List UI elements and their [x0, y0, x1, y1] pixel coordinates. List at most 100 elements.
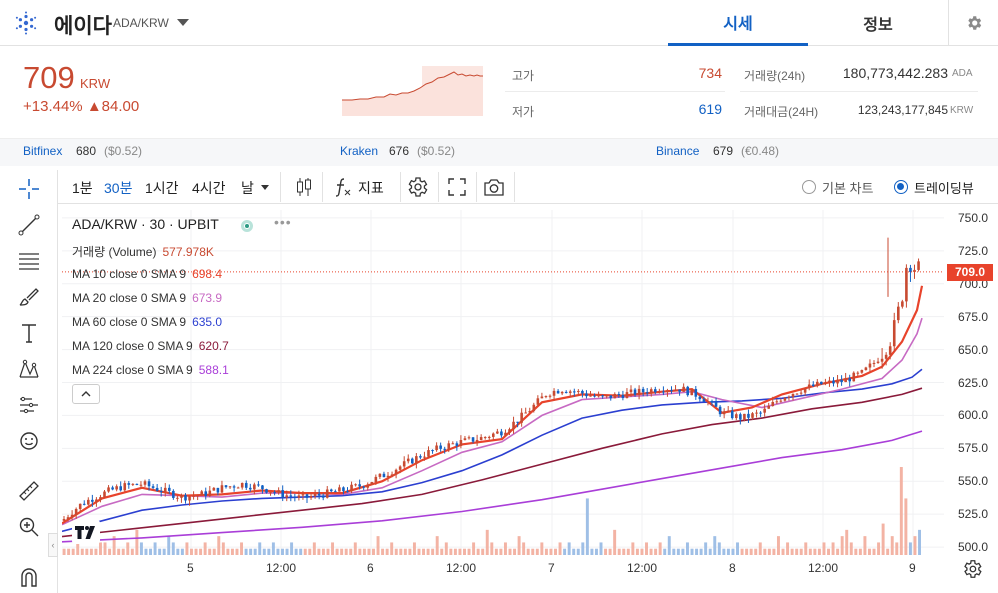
basic-chart-radio[interactable] — [802, 180, 816, 194]
volume-bar — [813, 548, 817, 555]
tradingview-label[interactable]: 트레이딩뷰 — [914, 181, 974, 196]
ma224-legend[interactable]: MA 224 close 0 SMA 9 588.1 — [72, 363, 229, 377]
chart-title: ADA/KRW · 30 · UPBIT — [72, 216, 219, 232]
candle-body — [338, 487, 341, 492]
volume-bar — [908, 542, 912, 555]
candlestick-chart[interactable] — [62, 210, 944, 555]
candle-body — [261, 485, 264, 490]
interval-1h[interactable]: 1시간 — [145, 180, 179, 196]
brush-tool[interactable] — [14, 282, 44, 312]
magnet-tool[interactable] — [14, 562, 44, 592]
candle-body — [184, 495, 187, 501]
candle-body — [662, 391, 665, 393]
candle-body — [836, 379, 839, 384]
candle-body — [722, 411, 726, 415]
candle-body — [917, 261, 920, 270]
candle-body — [309, 496, 313, 498]
legend-collapse-button[interactable] — [72, 384, 100, 404]
interval-day[interactable]: 날 — [241, 180, 254, 196]
volume-bar — [786, 542, 790, 555]
volume-bar — [403, 548, 407, 555]
candle-body — [605, 395, 608, 397]
fullscreen-icon[interactable] — [445, 175, 469, 199]
candle-body — [641, 388, 645, 393]
volume-bar — [840, 536, 844, 555]
smiley-icon — [20, 432, 38, 450]
interval-4h[interactable]: 4시간 — [192, 180, 226, 196]
candle-body — [313, 493, 317, 497]
chevron-down-icon[interactable] — [177, 19, 189, 26]
axis-settings-gear-icon[interactable] — [961, 558, 983, 580]
candle-body — [386, 475, 390, 478]
candle-body — [706, 401, 710, 403]
chart-settings-gear-icon[interactable] — [405, 175, 429, 199]
volume-bar — [863, 536, 867, 555]
volume-bar — [217, 536, 221, 555]
more-options-button[interactable]: ••• — [274, 214, 292, 230]
volume-bar — [667, 536, 671, 555]
candle-body — [755, 412, 758, 414]
measure-tool[interactable] — [14, 476, 44, 506]
candle-body — [860, 370, 864, 373]
indicators-button[interactable]: 지표 — [358, 180, 384, 196]
volume-bar — [672, 548, 676, 555]
toolbar-collapse-button[interactable]: ‹ — [48, 533, 58, 557]
settings-button[interactable] — [948, 0, 998, 46]
candle-body — [540, 396, 544, 399]
candle-body — [698, 396, 702, 400]
candle-body — [249, 487, 252, 490]
tradingview-radio[interactable] — [894, 180, 908, 194]
volume-bar — [522, 542, 526, 555]
pattern-tool[interactable] — [14, 354, 44, 384]
candle-body — [382, 473, 386, 478]
exchange-name[interactable]: Binance — [656, 144, 700, 158]
coin-name[interactable]: 에이다 — [54, 15, 112, 38]
volume-bar — [904, 498, 908, 555]
icon-tool[interactable] — [14, 426, 44, 456]
candle-body — [321, 495, 325, 498]
candle-body — [581, 390, 584, 394]
candle-body — [678, 389, 681, 392]
divider — [514, 172, 515, 202]
crosshair-tool[interactable] — [14, 174, 44, 204]
volume-bar — [781, 548, 785, 555]
volume-bar — [240, 542, 244, 555]
candle-body — [358, 484, 361, 487]
coin-pair[interactable]: ADA/KRW — [113, 16, 169, 30]
ma10-legend[interactable]: MA 10 close 0 SMA 9 698.4 — [72, 267, 222, 281]
chevron-down-icon[interactable] — [261, 185, 269, 190]
trendline-tool[interactable] — [14, 210, 44, 240]
interval-30m[interactable]: 30분 — [104, 180, 133, 196]
ma60-legend[interactable]: MA 60 close 0 SMA 9 635.0 — [72, 315, 222, 329]
tab-ticker[interactable]: 시세 — [668, 0, 808, 46]
low-value: 619 — [698, 101, 722, 117]
price-tick-label: 675.0 — [958, 309, 989, 324]
prediction-tool[interactable] — [14, 390, 44, 420]
volume-legend[interactable]: 거래량 (Volume) 577.978K — [72, 243, 214, 260]
exchange-name[interactable]: Kraken — [340, 144, 379, 158]
text-tool[interactable] — [14, 318, 44, 348]
candle-body — [163, 487, 167, 493]
ma20-legend[interactable]: MA 20 close 0 SMA 9 673.9 — [72, 291, 222, 305]
price-chart[interactable] — [62, 210, 944, 555]
volume-bar — [372, 548, 375, 555]
basic-chart-label[interactable]: 기본 차트 — [822, 181, 874, 196]
interval-1m[interactable]: 1분 — [72, 180, 93, 196]
candle-type-icon[interactable] — [292, 175, 316, 199]
camera-icon[interactable] — [482, 175, 506, 199]
horizontal-lines-tool[interactable] — [14, 246, 44, 276]
volume-bar — [799, 548, 803, 555]
volume-bar — [867, 548, 871, 555]
candle-body — [216, 487, 220, 493]
ma120-legend[interactable]: MA 120 close 0 SMA 9 620.7 — [72, 339, 229, 353]
exchange-name[interactable]: Bitfinex — [23, 144, 63, 158]
candle-body — [897, 306, 900, 321]
volume-bar — [544, 548, 548, 555]
price-change: +13.44% ▲84.00 — [23, 98, 139, 115]
zoom-tool[interactable] — [14, 512, 44, 542]
tradingview-logo-icon[interactable] — [72, 520, 100, 544]
divider — [740, 91, 978, 92]
tab-info[interactable]: 정보 — [863, 17, 893, 34]
volume-bar — [435, 536, 439, 555]
function-icon[interactable] — [330, 175, 354, 199]
